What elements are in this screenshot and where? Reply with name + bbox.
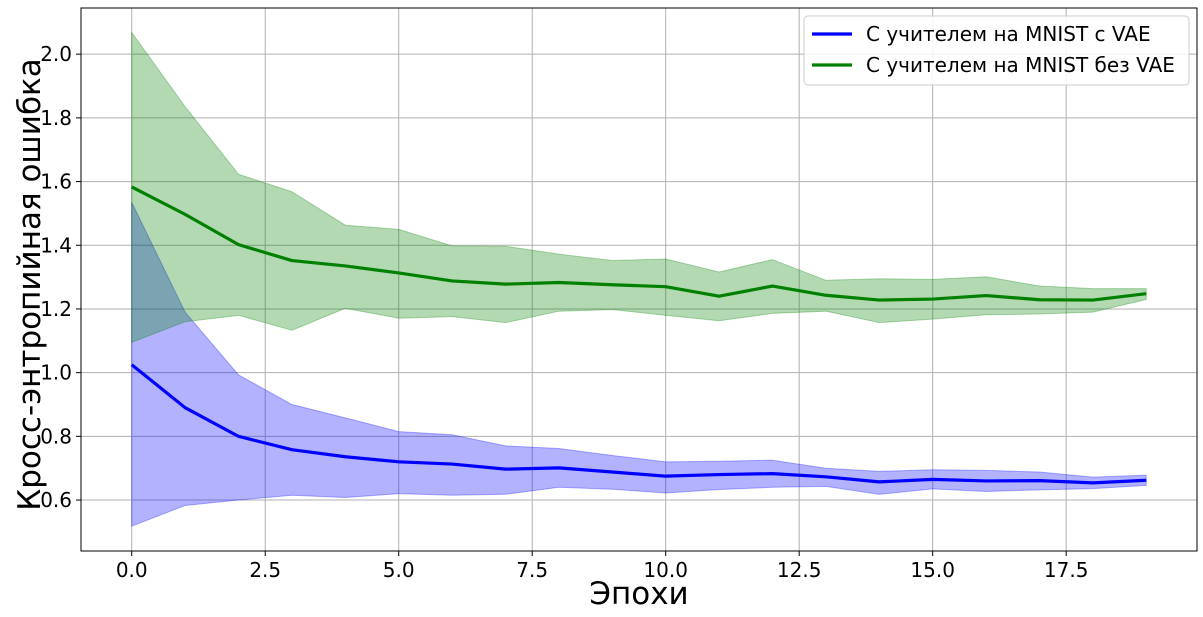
confidence-band-0 (131, 202, 1147, 527)
x-tick-label: 7.5 (516, 558, 548, 582)
y-tick-label: 1.4 (40, 233, 72, 257)
x-tick-label: 15.0 (910, 558, 955, 582)
y-tick-label: 0.6 (40, 488, 72, 512)
legend-box (803, 15, 1190, 86)
y-tick-label: 1.8 (40, 106, 72, 130)
x-tick-label: 17.5 (1044, 558, 1089, 582)
x-axis-title: Эпохи (589, 576, 688, 612)
x-tick-label: 12.5 (777, 558, 822, 582)
confidence-bands (131, 30, 1147, 527)
series-line-0 (130, 363, 1147, 485)
x-axis-ticks: 0.0 2.5 5.0 7.5 10.0 12.5 15.0 17.5 (116, 551, 1089, 582)
y-tick-label: 1.6 (40, 170, 72, 194)
y-tick-label: 1.0 (40, 361, 72, 385)
confidence-band-1 (131, 30, 1147, 344)
grid-lines (81, 8, 1197, 551)
y-tick-label: 0.8 (40, 424, 72, 448)
y-axis-title: Кросс-энтропийная ошибка (12, 58, 48, 511)
x-tick-label: 5.0 (383, 558, 415, 582)
plot-frame (80, 7, 1198, 552)
y-tick-label: 2.0 (40, 42, 72, 66)
legend-label-0: С учителем на MNIST с VAE (866, 22, 1151, 46)
series-line-1 (130, 185, 1147, 302)
series-lines (130, 185, 1147, 485)
x-tick-label: 10.0 (643, 558, 688, 582)
y-axis-ticks: 0.6 0.8 1.0 1.2 1.4 1.6 1.8 2.0 (40, 42, 81, 512)
legend-label-1: С учителем на MNIST без VAE (866, 53, 1175, 77)
x-tick-label: 0.0 (116, 558, 148, 582)
legend: С учителем на MNIST с VAE С учителем на M… (803, 15, 1190, 86)
x-tick-label: 2.5 (249, 558, 281, 582)
y-tick-label: 1.2 (40, 297, 72, 321)
